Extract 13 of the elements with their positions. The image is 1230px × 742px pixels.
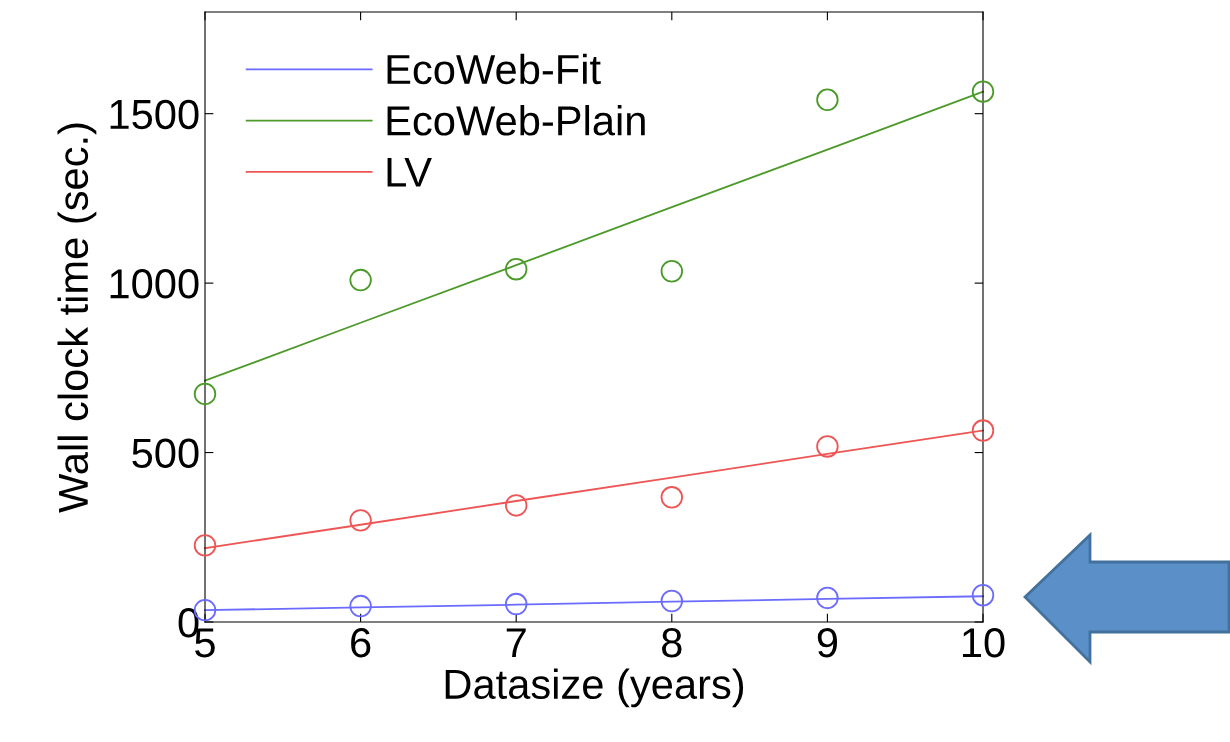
legend-label: LV xyxy=(387,157,432,187)
y-tick-label: 1000 xyxy=(110,269,199,299)
legend-label: EcoWeb-Fit xyxy=(387,53,601,85)
y-tick-label: 1500 xyxy=(110,99,199,130)
x-tick-label: 7 xyxy=(506,628,526,658)
y-tick-label: 500 xyxy=(132,438,199,469)
x-tick-label: 8 xyxy=(662,627,682,658)
x-axis-title: Datasize (years) xyxy=(445,668,744,708)
y-axis-title: Wall clock time (sec.) xyxy=(57,123,97,513)
x-tick-label: 9 xyxy=(817,627,838,658)
x-tick-label: 10 xyxy=(963,627,1005,658)
x-tick-label: 6 xyxy=(351,627,371,658)
legend-label: EcoWeb-Plain xyxy=(387,105,645,136)
